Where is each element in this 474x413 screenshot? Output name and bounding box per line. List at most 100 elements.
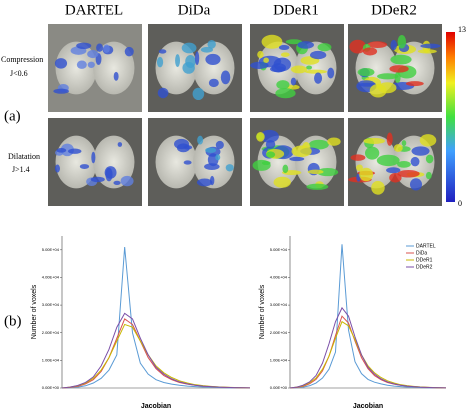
overlay-patch xyxy=(252,159,271,171)
overlay-patch xyxy=(76,42,92,49)
brain-hemisphere xyxy=(55,41,97,95)
y-tick-label: 3.00E+04 xyxy=(270,302,288,307)
row-condition: J>1.4 xyxy=(12,165,30,174)
overlay-patch xyxy=(386,132,393,146)
overlay-patch xyxy=(369,83,387,98)
overlay-patch xyxy=(289,156,305,162)
y-axis-title: Number of voxels xyxy=(259,284,266,339)
overlay-patch xyxy=(386,167,401,174)
column-header: DDeR2 xyxy=(371,2,417,18)
overlay-patch xyxy=(79,164,90,169)
overlay-patch xyxy=(54,58,68,69)
series-line xyxy=(61,312,251,389)
overlay-patch xyxy=(90,176,105,183)
overlay-patch xyxy=(156,56,164,68)
overlay-patch xyxy=(397,35,407,49)
brain-hemisphere xyxy=(155,41,197,95)
overlay-patch xyxy=(205,53,221,66)
overlay-patch xyxy=(297,41,314,49)
overlay-patch xyxy=(120,175,134,187)
overlay-patch xyxy=(362,47,378,56)
overlay-patch xyxy=(278,45,290,51)
overlay-patch xyxy=(308,139,329,150)
x-axis-title: Jacobian xyxy=(141,403,171,410)
overlay-patch xyxy=(157,87,169,99)
overlay-patch xyxy=(389,65,409,73)
panel-label: (a) xyxy=(4,108,21,124)
overlay-patch xyxy=(265,139,276,149)
overlay-patch xyxy=(397,169,420,178)
overlay-patch xyxy=(53,88,69,94)
overlay-patch xyxy=(327,137,341,146)
overlay-patch xyxy=(197,135,204,145)
y-tick-label: 5.00E+04 xyxy=(270,247,288,252)
overlay-patch xyxy=(417,49,437,54)
series-line xyxy=(289,315,447,389)
overlay-patch xyxy=(393,144,403,152)
overlay-patch xyxy=(113,71,119,81)
overlay-patch xyxy=(376,154,400,167)
brain-images xyxy=(48,24,442,206)
overlay-patch xyxy=(363,137,385,145)
overlay-patch xyxy=(207,39,216,49)
overlay-patch xyxy=(261,34,283,49)
overlay-patch xyxy=(314,72,323,84)
overlay-patch xyxy=(280,52,290,57)
overlay-patch xyxy=(257,50,264,59)
overlay-patch xyxy=(275,88,296,99)
y-axis-title: Number of voxels xyxy=(31,284,38,339)
overlay-patch xyxy=(356,164,363,172)
colorbar-min: 0 xyxy=(458,199,462,208)
overlay-patch xyxy=(316,168,339,177)
overlay-patch xyxy=(350,154,366,161)
overlay-patch xyxy=(282,164,289,174)
row-label: Compression xyxy=(1,55,43,64)
overlay-patch xyxy=(194,51,200,66)
overlay-patch xyxy=(204,163,220,171)
x-axis-title: Jacobian xyxy=(353,403,383,410)
y-tick-label: 4.00E+04 xyxy=(270,275,288,280)
overlay-patch xyxy=(273,176,291,188)
y-tick-label: 5.00E+04 xyxy=(42,247,60,252)
overlay-patch xyxy=(276,80,290,90)
overlay-patch xyxy=(250,61,269,69)
overlay-patch xyxy=(291,145,312,157)
legend-label: DARTEL xyxy=(416,243,436,249)
series-line xyxy=(61,323,251,389)
overlay-patch xyxy=(425,171,432,180)
y-tick-label: 1.00E+04 xyxy=(270,357,288,362)
overlay-patch xyxy=(117,142,123,147)
overlay-patch xyxy=(67,148,82,154)
overlay-patch xyxy=(175,54,181,67)
overlay-patch xyxy=(215,154,221,161)
overlay-patch xyxy=(91,151,96,164)
overlay-patch xyxy=(327,67,335,79)
overlay-patch xyxy=(410,156,420,167)
overlay-patch xyxy=(390,39,397,51)
overlay-patch xyxy=(87,61,95,68)
overlay-patch xyxy=(425,154,434,164)
overlay-patch xyxy=(256,132,265,142)
y-tick-label: 0.00E+00 xyxy=(270,385,288,390)
series-line xyxy=(61,318,251,389)
legend-label: DDeR1 xyxy=(416,257,433,263)
overlay-patch xyxy=(103,44,110,54)
overlay-patch xyxy=(259,129,279,143)
overlay-patch xyxy=(419,134,437,147)
overlay-patch xyxy=(306,65,313,70)
overlay-patch xyxy=(290,65,308,74)
overlay-patch xyxy=(182,61,195,74)
y-tick-label: 1.00E+04 xyxy=(42,357,60,362)
y-tick-label: 4.00E+04 xyxy=(42,275,60,280)
overlay-patch xyxy=(183,160,192,165)
overlay-patch xyxy=(181,42,197,54)
overlay-patch xyxy=(367,41,388,49)
overlay-patch xyxy=(420,43,441,49)
column-header: DiDa xyxy=(178,2,211,18)
overlay-patch xyxy=(285,39,303,45)
overlay-patch xyxy=(307,169,324,175)
overlay-patch xyxy=(271,63,287,73)
overlay-patch xyxy=(365,146,380,160)
overlay-patch xyxy=(359,167,374,182)
